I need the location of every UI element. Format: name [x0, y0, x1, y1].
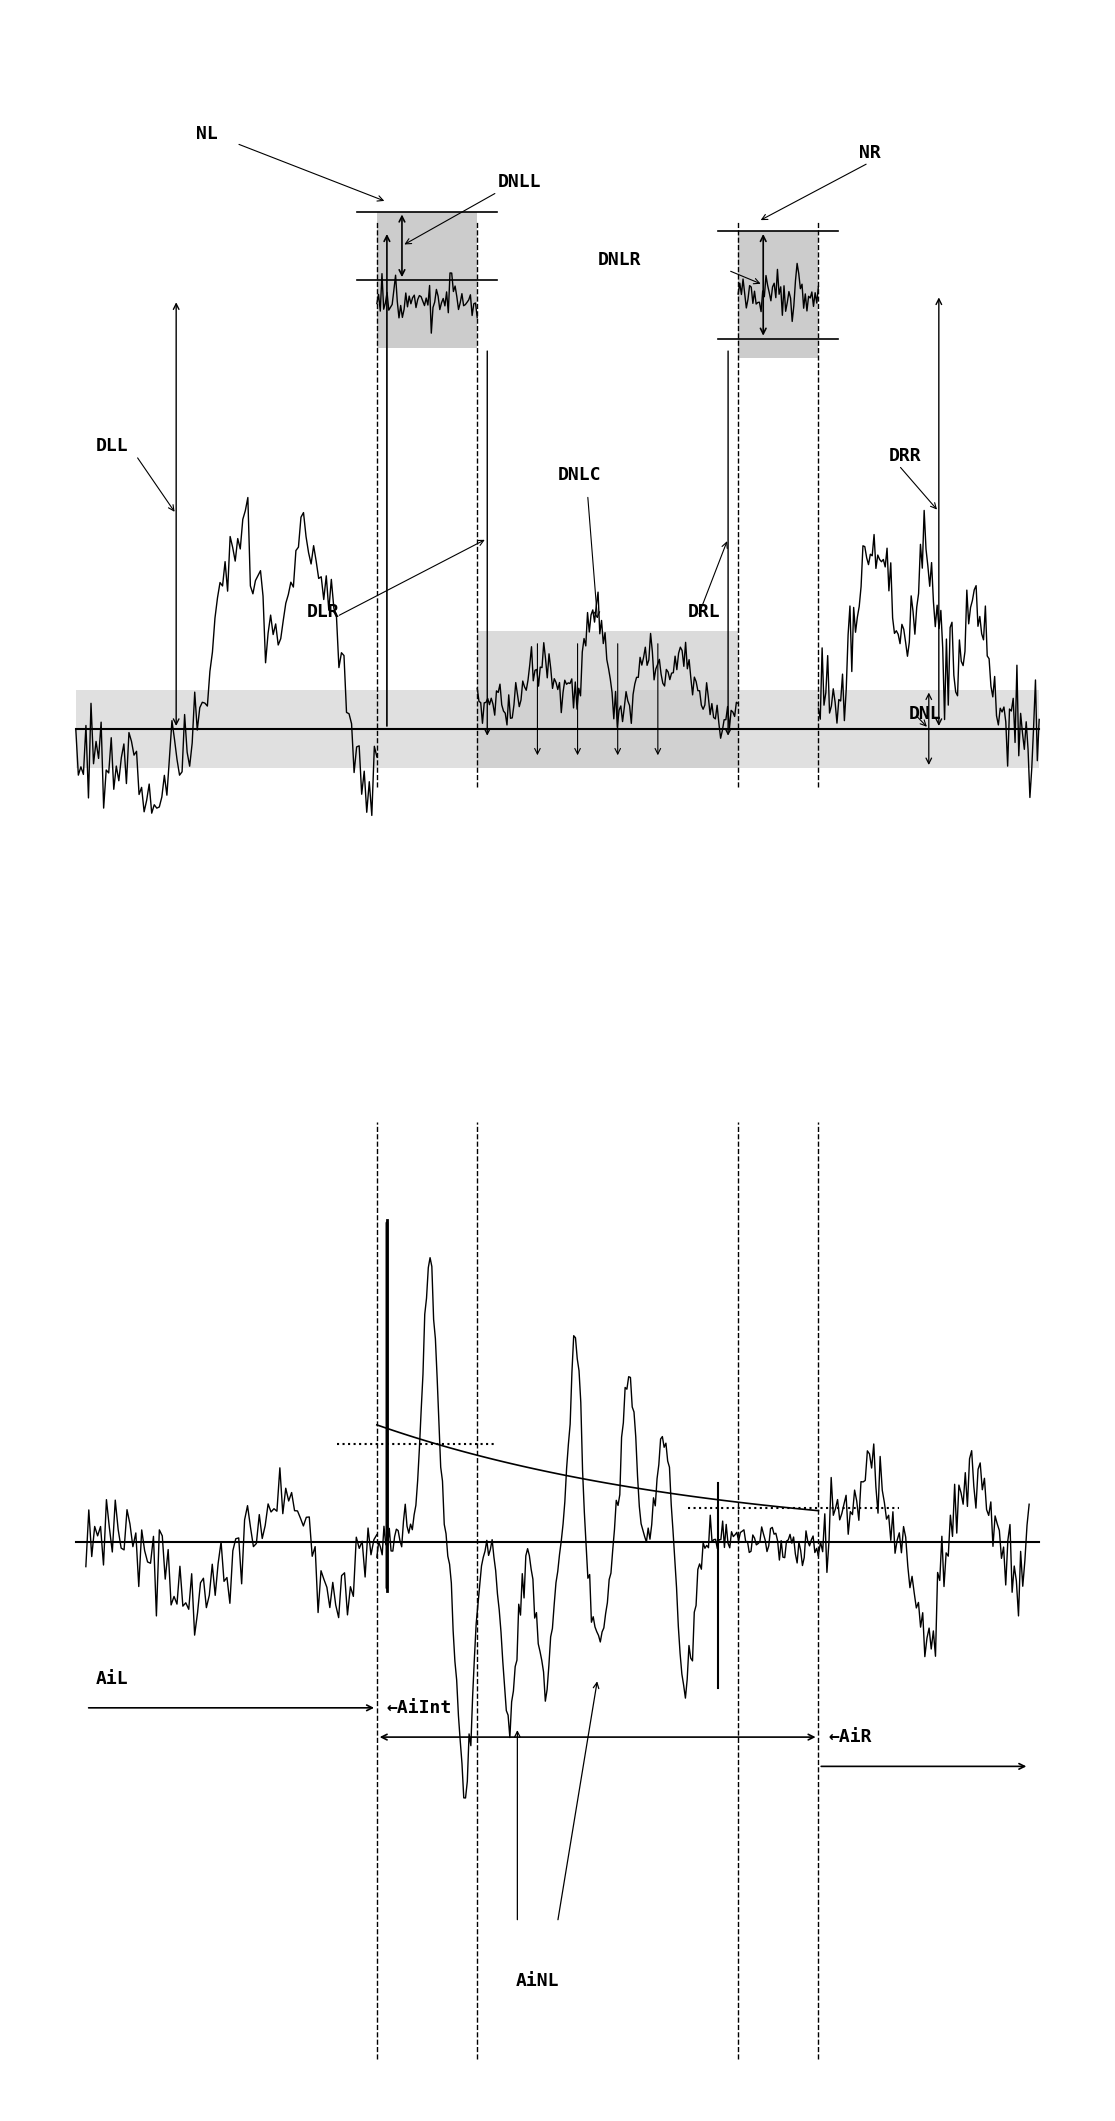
Text: DRR: DRR	[889, 448, 921, 464]
Bar	[76, 689, 1039, 768]
Bar	[738, 231, 818, 358]
Text: DNLR: DNLR	[598, 252, 641, 269]
Text: AiL: AiL	[96, 1669, 128, 1688]
Text: DRL: DRL	[688, 602, 720, 621]
Text: DNLL: DNLL	[497, 174, 541, 191]
Text: ←AiInt: ←AiInt	[387, 1699, 453, 1716]
Text: NR: NR	[859, 144, 881, 161]
Text: AiNL: AiNL	[515, 1973, 560, 1989]
Bar	[377, 212, 477, 348]
Text: NL: NL	[196, 125, 219, 142]
Text: DLR: DLR	[307, 602, 339, 621]
Text: DNL: DNL	[909, 704, 941, 723]
Bar	[477, 632, 738, 768]
Text: ←AiR: ←AiR	[828, 1729, 872, 1746]
Text: DNLC: DNLC	[558, 467, 601, 484]
Text: DLL: DLL	[96, 437, 128, 454]
